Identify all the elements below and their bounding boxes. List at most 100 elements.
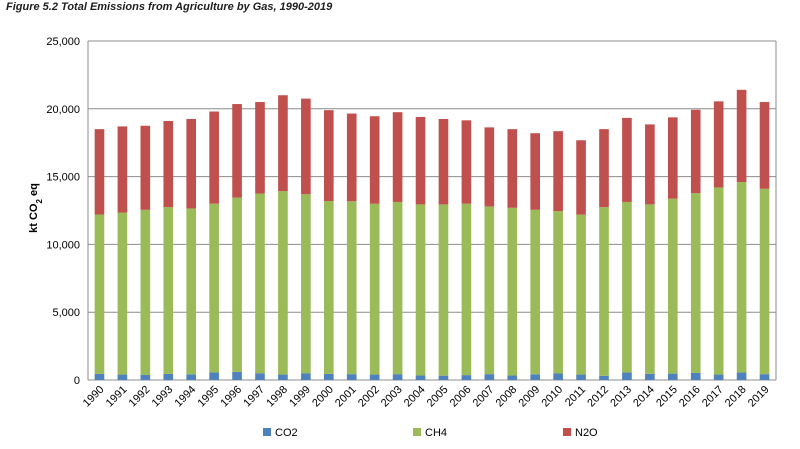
legend-swatch-ch4 — [413, 428, 421, 436]
bar-ch4-1991 — [117, 212, 128, 375]
bar-n2o-2013 — [622, 117, 632, 202]
legend-swatch-co2 — [263, 428, 271, 436]
bar-ch4-1995 — [209, 203, 219, 373]
bar-ch4-2014 — [645, 204, 655, 374]
x-tick-label: 1998 — [264, 384, 290, 410]
bar-co2-1998 — [278, 374, 288, 380]
x-tick-label: 2004 — [402, 384, 428, 410]
y-tick-label: 15,000 — [46, 172, 80, 184]
x-tick-label: 2001 — [333, 384, 359, 410]
bar-co2-2013 — [622, 372, 632, 380]
legend-label-co2: CO2 — [275, 427, 298, 439]
bar-co2-2012 — [599, 375, 609, 380]
bar-n2o-2001 — [346, 113, 357, 202]
bar-ch4-1990 — [94, 214, 105, 374]
y-tick-label: 0 — [74, 375, 80, 387]
bar-n2o-2008 — [507, 129, 518, 208]
bar-co2-1994 — [186, 374, 197, 380]
legend-label-n2o: N2O — [575, 427, 598, 439]
bar-ch4-1993 — [163, 207, 174, 374]
x-tick-label: 1993 — [150, 384, 176, 410]
x-tick-label: 2002 — [356, 384, 382, 410]
bar-ch4-2004 — [415, 204, 426, 376]
y-tick-label: 20,000 — [46, 104, 80, 116]
bar-co2-2009 — [530, 374, 541, 380]
bar-co2-1997 — [255, 373, 265, 380]
bar-n2o-2015 — [667, 117, 678, 199]
bar-ch4-2018 — [736, 182, 747, 373]
bar-n2o-1998 — [278, 95, 288, 192]
bar-co2-2005 — [438, 375, 449, 380]
bar-n2o-1996 — [232, 104, 242, 198]
bar-ch4-2007 — [484, 206, 495, 375]
x-tick-label: 2010 — [539, 384, 565, 410]
bar-co2-2001 — [346, 374, 357, 380]
bar-ch4-2003 — [392, 201, 403, 375]
y-axis-ticks: 0 5,000 10,000 15,000 20,000 25,000 — [46, 36, 80, 387]
bar-ch4-2005 — [438, 204, 449, 376]
bar-co2-2000 — [323, 373, 334, 380]
bar-ch4-1994 — [186, 208, 197, 375]
x-tick-label: 2015 — [654, 384, 680, 410]
bar-co2-2004 — [415, 375, 426, 380]
x-tick-label: 2003 — [379, 384, 405, 410]
bar-n2o-1999 — [301, 98, 311, 195]
bar-n2o-1992 — [140, 125, 151, 210]
bar-ch4-2011 — [576, 214, 586, 375]
bar-n2o-1995 — [209, 111, 219, 204]
bar-ch4-2006 — [461, 203, 472, 376]
bar-ch4-2017 — [713, 187, 724, 375]
x-tick-label: 2013 — [608, 384, 634, 410]
bar-co2-1993 — [163, 373, 174, 380]
x-tick-label: 2016 — [677, 384, 703, 410]
bar-co2-2006 — [461, 375, 472, 380]
bar-ch4-2010 — [553, 211, 563, 374]
bar-ch4-1999 — [301, 194, 311, 374]
bar-n2o-2017 — [713, 101, 724, 188]
bar-ch4-2002 — [369, 203, 380, 375]
bar-ch4-2016 — [690, 193, 701, 373]
x-tick-label: 1990 — [81, 384, 107, 410]
bar-n2o-2002 — [369, 116, 380, 204]
bar-n2o-2004 — [415, 116, 426, 205]
bar-n2o-2006 — [461, 120, 472, 204]
x-tick-label: 2006 — [448, 384, 474, 410]
y-tick-label: 25,000 — [46, 36, 80, 48]
bar-n2o-2011 — [576, 140, 586, 215]
bar-ch4-2015 — [667, 198, 678, 374]
bar-co2-2014 — [645, 373, 655, 380]
x-tick-label: 1992 — [127, 384, 153, 410]
bar-ch4-2009 — [530, 209, 541, 375]
bar-n2o-2014 — [645, 124, 655, 205]
bar-n2o-2019 — [759, 102, 770, 189]
bar-ch4-1997 — [255, 193, 265, 374]
bar-co2-2011 — [576, 374, 586, 380]
x-tick-label: 1994 — [173, 384, 199, 410]
bar-n2o-2000 — [323, 110, 334, 202]
bar-ch4-2013 — [622, 201, 632, 373]
bar-ch4-2008 — [507, 207, 518, 376]
bar-co2-1991 — [117, 374, 128, 380]
bar-ch4-2000 — [323, 201, 334, 374]
bar-co2-1999 — [301, 373, 311, 380]
x-tick-label: 1999 — [287, 384, 313, 410]
bar-co2-2002 — [369, 374, 380, 380]
bar-co2-1990 — [94, 373, 105, 380]
bar-co2-2008 — [507, 375, 518, 380]
y-tick-label: 5,000 — [52, 307, 80, 319]
bar-ch4-2001 — [346, 201, 357, 375]
bar-co2-2003 — [392, 374, 403, 380]
bar-co2-2017 — [713, 374, 724, 380]
x-tick-label: 1991 — [104, 384, 130, 410]
x-tick-label: 2014 — [631, 384, 657, 410]
x-tick-label: 2009 — [517, 384, 543, 410]
bar-co2-2019 — [759, 374, 770, 380]
figure-title: Figure 5.2 Total Emissions from Agricult… — [6, 1, 333, 13]
x-tick-label: 2019 — [746, 384, 772, 410]
x-tick-label: 2012 — [585, 384, 611, 410]
x-tick-label: 2017 — [700, 384, 726, 410]
bar-n2o-1997 — [255, 102, 265, 194]
plot-frame — [87, 41, 777, 380]
bar-ch4-2019 — [759, 188, 770, 375]
bar-n2o-2007 — [484, 127, 495, 207]
